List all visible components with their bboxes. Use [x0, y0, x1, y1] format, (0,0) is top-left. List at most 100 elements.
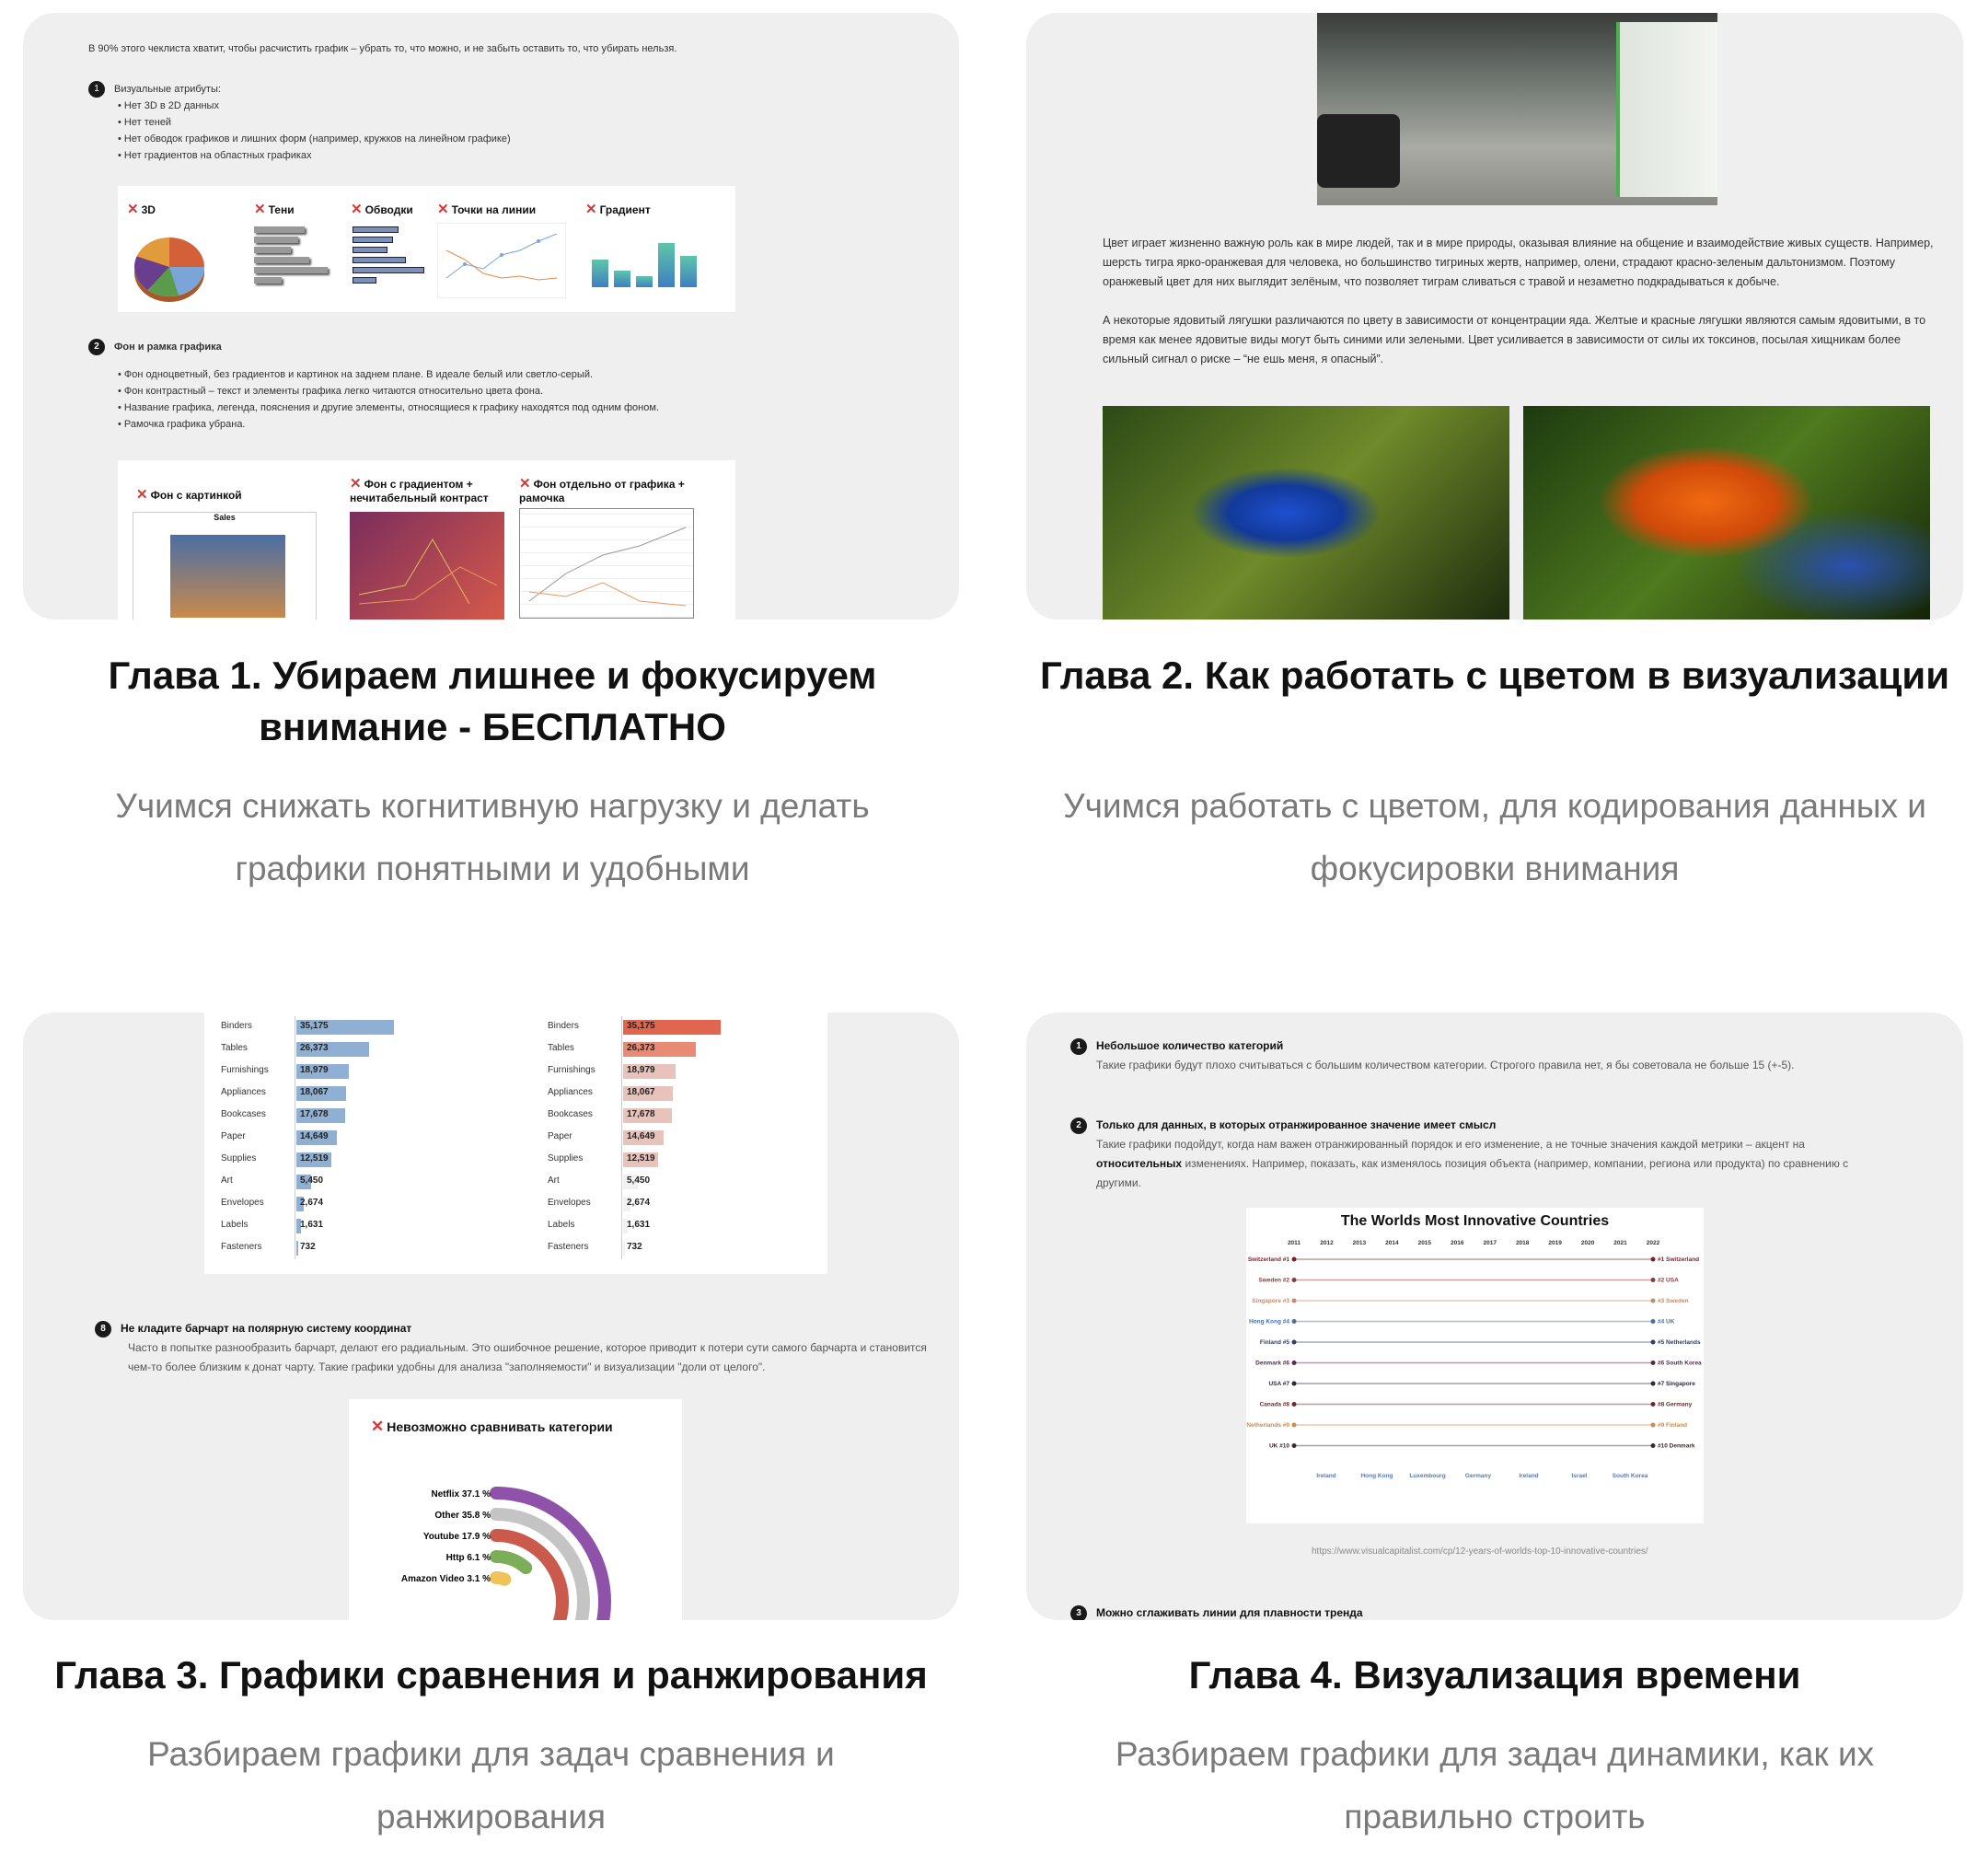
left-rank-label: Switzerland #1: [1248, 1256, 1290, 1263]
chapter-2-preview[interactable]: Цвет играет жизненно важную роль как в м…: [1026, 13, 1963, 620]
bump-chart: The Worlds Most Innovative Countries 201…: [1246, 1208, 1704, 1523]
dropout-label: Ireland: [1316, 1473, 1335, 1479]
left-rank-label: Singapore #3: [1252, 1298, 1289, 1304]
section-heading: Небольшое количество категорий: [1096, 1039, 1284, 1052]
left-rank-label: Finland #5: [1260, 1339, 1290, 1346]
gradient-bars-thumbnail: [592, 243, 697, 287]
section-text: изменениях. Например, показать, как изме…: [1096, 1157, 1849, 1189]
bar-category-label: Envelopes: [548, 1198, 591, 1208]
bar-chart-blue: Binders 35,175 Tables 26,373 Furnishings 18,9…: [221, 1016, 497, 1265]
bar-category-label: Tables: [221, 1043, 248, 1053]
outlined-bars-thumbnail: [353, 223, 426, 287]
bar-value-label: 1,631: [300, 1220, 324, 1230]
section-heading: Только для данных, в которых отранжирова…: [1096, 1118, 1497, 1131]
bar-value-label: 17,678: [627, 1109, 655, 1119]
right-rank-label: #3 Sweden: [1658, 1298, 1689, 1304]
bar-value-label: 732: [300, 1242, 316, 1252]
step-number: 1: [1070, 1037, 1087, 1055]
radial-bar: [490, 1571, 512, 1586]
left-rank-label: UK #10: [1269, 1443, 1289, 1450]
framed-chart: [519, 508, 694, 619]
list-item: Название графика, легенда, пояснения и д…: [118, 400, 659, 416]
left-rank-label: Sweden #2: [1258, 1278, 1289, 1284]
bold-text: относительных: [1096, 1157, 1183, 1170]
step-number: 1: [88, 81, 105, 98]
bar-chart-highlight: Binders 35,175 Tables 26,373 Furnishings 18,9…: [548, 1016, 824, 1265]
example-label: Обводки: [364, 203, 413, 216]
bar-value-label: 18,979: [300, 1065, 329, 1075]
right-rank-label: #9 Finland: [1658, 1422, 1687, 1429]
bar-category-label: Envelopes: [221, 1198, 264, 1208]
radial-bar-label: Amazon Video 3.1 %: [401, 1574, 491, 1584]
chapter-1-title[interactable]: Глава 1. Убираем лишнее и фокусируем вни…: [108, 654, 877, 748]
dropout-label: South Korea: [1613, 1473, 1648, 1479]
bar-value-label: 5,450: [300, 1175, 324, 1186]
bar: [623, 1175, 639, 1189]
chapter-3-preview[interactable]: Binders 35,175 Tables 26,373 Furnishings 18,9…: [23, 1013, 959, 1620]
rank-dot: [1291, 1339, 1297, 1345]
rank-dot: [1650, 1402, 1656, 1407]
radial-bar: [490, 1550, 533, 1575]
step-number: 2: [88, 339, 105, 356]
dropout-label: Luxembourg: [1409, 1473, 1445, 1479]
bar-value-label: 18,067: [627, 1087, 655, 1097]
rank-dot: [1291, 1381, 1297, 1386]
year-tick-label: 2013: [1353, 1240, 1367, 1246]
rank-dot: [1291, 1319, 1297, 1324]
right-rank-label: #6 South Korea: [1658, 1361, 1702, 1367]
bar-value-label: 5,450: [627, 1175, 651, 1186]
bar: [623, 1064, 676, 1079]
right-rank-label: #10 Denmark: [1658, 1443, 1695, 1450]
list-item: Нет 3D в 2D данных: [118, 98, 511, 114]
bar-value-label: 2,674: [300, 1198, 324, 1208]
right-rank-label: #7 Singapore: [1658, 1381, 1695, 1387]
bar-value-label: 14,649: [627, 1131, 655, 1141]
bar-category-label: Binders: [548, 1021, 579, 1031]
chapter-1-preview[interactable]: В 90% этого чеклиста хватит, чтобы расчи…: [23, 13, 959, 620]
right-rank-label: #4 UK: [1658, 1319, 1675, 1326]
rank-dot: [1650, 1339, 1656, 1345]
chapter-4-preview[interactable]: 1 Небольшое количество категорий Такие гр…: [1026, 1013, 1963, 1620]
left-rank-label: Hong Kong #4: [1249, 1319, 1289, 1326]
chapter-4-title[interactable]: Глава 4. Визуализация времени: [1188, 1653, 1801, 1697]
chapter-2-title[interactable]: Глава 2. Как работать с цветом в визуали…: [1039, 654, 1950, 697]
year-tick-label: 2017: [1483, 1240, 1497, 1246]
list-item: Нет градиентов на областных графиках: [118, 147, 511, 164]
bullet-list: Фон одноцветный, без градиентов и картин…: [88, 366, 659, 433]
left-rank-label: Netherlands #9: [1246, 1422, 1289, 1429]
bar-value-label: 18,979: [627, 1065, 655, 1075]
bar-value-label: 732: [627, 1242, 642, 1252]
bar-category-label: Paper: [548, 1131, 572, 1141]
section-heading: Не кладите барчарт на полярную систему к…: [121, 1322, 412, 1335]
rank-dot: [1291, 1402, 1297, 1407]
orange-frog-photo: [1523, 406, 1930, 620]
paragraph-1: Цвет играет жизненно важную роль как в м…: [1103, 237, 1934, 288]
dotted-line-thumbnail: [437, 223, 566, 298]
left-rank-label: Canada #8: [1259, 1402, 1289, 1408]
bar-category-label: Labels: [221, 1220, 249, 1230]
example-label: Фон отдельно от графика + рамочка: [519, 478, 685, 504]
source-link[interactable]: https://www.visualcapitalist.com/cp/12-y…: [1312, 1546, 1648, 1557]
section-heading: Визуальные атрибуты:: [114, 84, 221, 95]
year-tick-label: 2014: [1385, 1240, 1399, 1246]
bar: [623, 1020, 721, 1035]
bar-category-label: Furnishings: [221, 1065, 269, 1075]
chart-title: The Worlds Most Innovative Countries: [1340, 1213, 1610, 1229]
bar-category-label: Appliances: [221, 1087, 266, 1097]
picture-background-chart: Sales: [133, 512, 317, 620]
chapter-3-title[interactable]: Глава 3. Графики сравнения и ранжировани…: [54, 1653, 928, 1697]
left-rank-label: Denmark #6: [1255, 1361, 1289, 1367]
bar: [623, 1219, 628, 1233]
chapter-1-subtitle: Учимся снижать когнитивную нагрузку и де…: [115, 787, 870, 887]
rank-dot: [1291, 1256, 1297, 1262]
bar: [623, 1108, 673, 1123]
radial-bar: [490, 1508, 590, 1620]
rank-dot: [1650, 1256, 1656, 1262]
bar-category-label: Supplies: [548, 1153, 584, 1164]
bar-category-label: Paper: [221, 1131, 246, 1141]
bar-category-label: Art: [221, 1175, 233, 1186]
bar-category-label: Supplies: [221, 1153, 257, 1164]
bar-value-label: 17,678: [300, 1109, 329, 1119]
bar-category-label: Appliances: [548, 1087, 593, 1097]
example-label: Фон с картинкой: [150, 489, 242, 502]
